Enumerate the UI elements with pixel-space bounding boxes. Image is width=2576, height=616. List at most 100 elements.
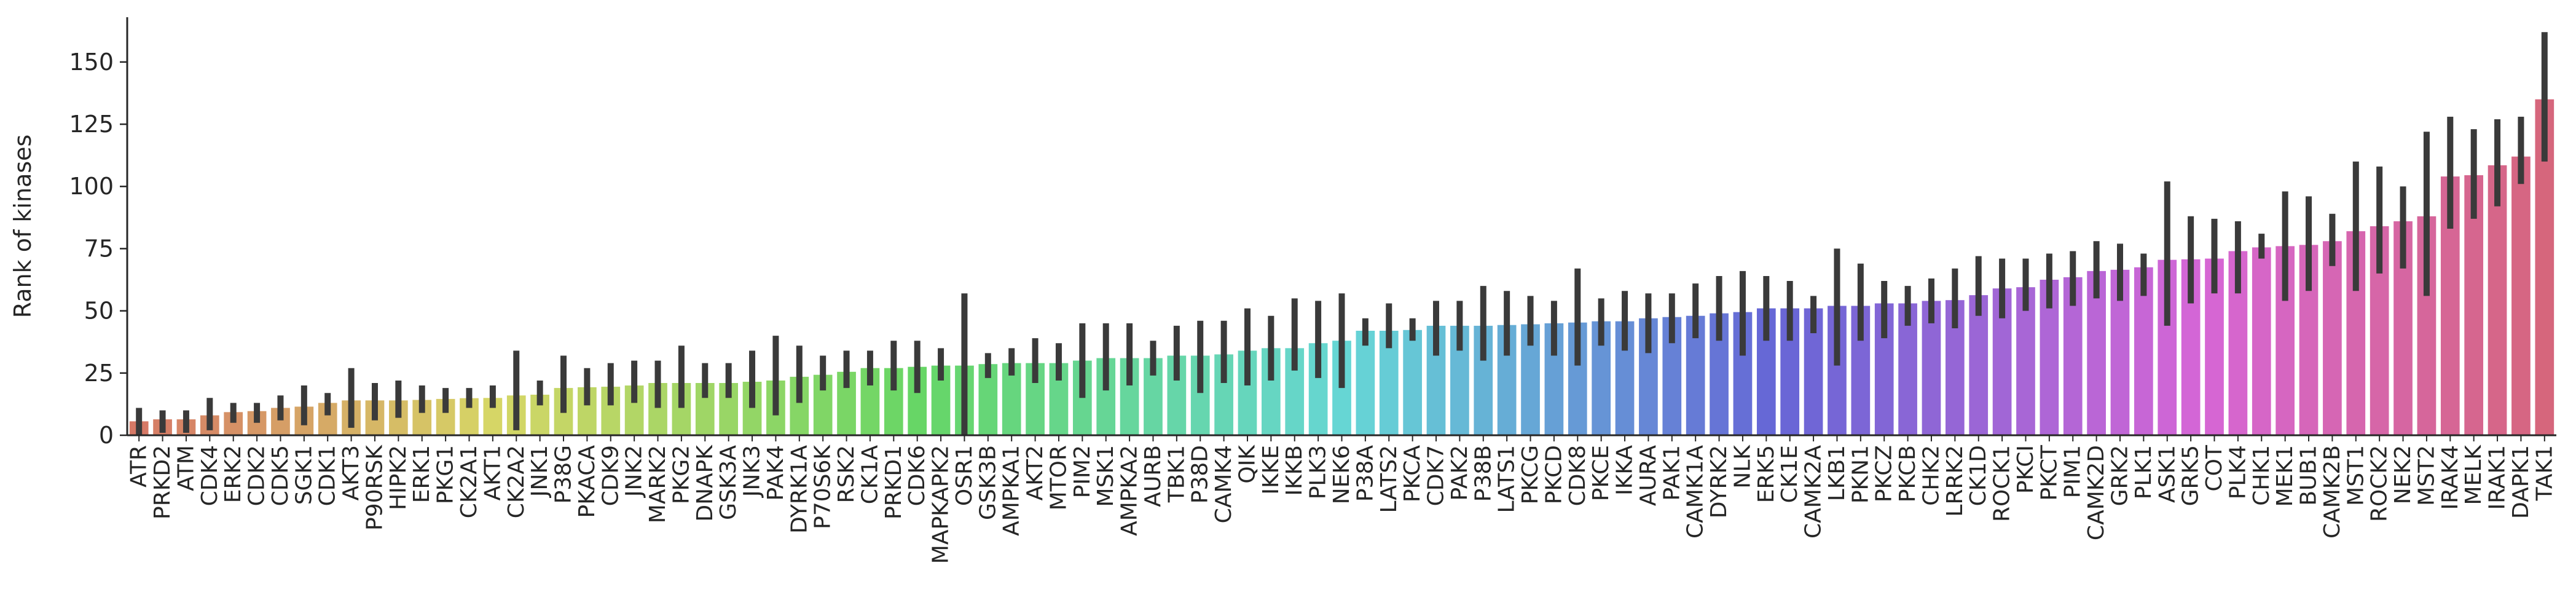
x-tick-label: PLK3: [1306, 445, 1331, 499]
x-tick-label: PIM1: [2060, 445, 2086, 498]
x-tick-label: CDK8: [1565, 445, 1590, 506]
x-tick-label: LKB1: [1824, 445, 1850, 501]
x-tick-label: AKT2: [1023, 445, 1048, 500]
y-ticks: 0 25 50 75 100 125 150: [69, 49, 127, 449]
y-tick-label: 25: [84, 360, 114, 387]
x-tick-label: MAPKAPK2: [929, 445, 954, 564]
bar-camk2b: [2323, 241, 2342, 435]
x-tick-label: QIK: [1235, 444, 1260, 484]
x-tick-label: PKACA: [575, 445, 600, 518]
x-tick-label: BUB1: [2296, 445, 2322, 506]
x-tick-label: JNK2: [622, 445, 647, 498]
x-tick-label: MEK1: [2272, 445, 2298, 507]
x-tick-label: GRK5: [2178, 445, 2204, 506]
x-tick-label: IRAK4: [2438, 445, 2463, 510]
bar-dapk1: [2511, 156, 2531, 436]
bar-pkci: [2016, 287, 2035, 435]
x-tick-label: P90RSK: [362, 444, 387, 531]
x-tick-label: MTOR: [1046, 445, 1071, 510]
x-tick-label: LATS1: [1494, 445, 1520, 513]
x-tick-label: ERK5: [1754, 445, 1779, 503]
x-tick-label: P38G: [551, 445, 576, 503]
x-tick-label: PKCD: [1541, 445, 1566, 504]
x-tick-label: AKT1: [480, 445, 505, 500]
bar-chk1: [2252, 247, 2271, 435]
x-tick-label: DNAPK: [693, 444, 718, 522]
x-tick-label: AURA: [1636, 445, 1661, 507]
x-tick-label: MELK: [2461, 444, 2486, 505]
x-tick-label: GSK3B: [975, 445, 1000, 520]
x-tick-label: CDK5: [268, 445, 293, 506]
x-tick-label: CK2A2: [504, 445, 529, 518]
x-tick-label: CAMK2D: [2084, 445, 2109, 540]
x-tick-label: CAMK2B: [2320, 445, 2345, 539]
bar-lats2: [1379, 331, 1399, 435]
x-tick-label: PLK4: [2225, 445, 2250, 499]
x-tick-label: CDK4: [197, 445, 222, 506]
x-tick-label: GRK2: [2108, 445, 2133, 506]
x-tick-label: PIM2: [1070, 445, 1095, 498]
x-tick-label: GSK3A: [716, 445, 741, 520]
x-tick-label: CK2A1: [457, 445, 482, 518]
x-tick-label: CAMK2A: [1801, 445, 1826, 539]
y-axis-label: Rank of kinases: [9, 135, 36, 318]
x-tick-label: AURB: [1141, 445, 1166, 507]
x-tick-label: IRAK1: [2485, 445, 2510, 510]
x-tick-label: LATS2: [1376, 445, 1402, 513]
x-tick-label: CDK1: [315, 445, 340, 506]
x-tick-label: PKCZ: [1872, 445, 1897, 502]
x-tick-label: CK1A: [857, 445, 882, 505]
y-tick-label: 100: [69, 173, 114, 200]
y-tick-label: 75: [84, 235, 114, 262]
x-tick-label: JNK3: [740, 445, 765, 498]
x-tick-label: TAK1: [2532, 445, 2557, 501]
x-tick-label: PKG1: [433, 445, 458, 504]
y-tick-label: 150: [69, 49, 114, 76]
bar-pkca: [1403, 330, 1422, 435]
x-tick-label: DAPK1: [2508, 445, 2534, 519]
x-tick-label: COT: [2202, 444, 2227, 491]
x-tick-label: CHK2: [1918, 445, 1944, 506]
x-tick-label: DYRK2: [1706, 445, 1732, 518]
x-tick-label: CDK7: [1424, 445, 1449, 506]
y-tick-label: 50: [84, 298, 114, 325]
x-ticks: ATRPRKD2ATMCDK4ERK2CDK2CDK5SGK1CDK1AKT3P…: [127, 435, 2557, 564]
x-tick-label: PAK4: [763, 445, 788, 501]
x-tick-label: LRRK2: [1942, 445, 1968, 517]
x-tick-label: MARK2: [645, 445, 670, 523]
bar-p38a: [1356, 331, 1375, 435]
x-tick-label: PAK1: [1659, 445, 1684, 501]
x-tick-label: NLK: [1730, 444, 1755, 489]
x-tick-label: ROCK2: [2367, 445, 2392, 522]
bar-camk2d: [2087, 270, 2106, 435]
x-tick-label: PKN1: [1848, 445, 1873, 503]
x-tick-label: PKCA: [1400, 445, 1425, 502]
x-tick-label: RSK2: [834, 445, 859, 503]
x-tick-label: PRKD1: [881, 445, 906, 519]
y-tick-label: 125: [69, 111, 114, 138]
x-tick-label: PKCB: [1895, 445, 1920, 502]
x-tick-label: NEK6: [1329, 445, 1354, 504]
x-tick-label: CDK2: [245, 445, 270, 506]
x-tick-label: ERK1: [409, 445, 434, 503]
x-tick-label: SGK1: [291, 445, 316, 505]
x-tick-label: ASK1: [2154, 445, 2180, 503]
x-tick-label: CK1E: [1777, 445, 1802, 503]
x-tick-label: NEK2: [2390, 445, 2416, 504]
y-tick-label: 0: [99, 422, 114, 449]
x-tick-label: CDK9: [598, 445, 623, 506]
x-tick-label: CHK1: [2249, 445, 2274, 506]
x-tick-label: PAK2: [1447, 445, 1472, 501]
x-tick-label: AKT3: [339, 445, 364, 500]
x-tick-label: MST2: [2414, 445, 2439, 506]
x-tick-label: IKKB: [1282, 445, 1307, 496]
x-tick-label: PKCE: [1588, 445, 1614, 501]
x-tick-label: PLK1: [2131, 445, 2156, 499]
x-tick-label: DYRK1A: [787, 445, 812, 534]
x-tick-label: CAMK4: [1211, 445, 1236, 523]
x-tick-label: CDK6: [905, 445, 930, 506]
x-tick-label: JNK1: [527, 445, 552, 498]
x-tick-label: MST1: [2343, 445, 2368, 506]
x-tick-label: PKCT: [2036, 444, 2062, 500]
